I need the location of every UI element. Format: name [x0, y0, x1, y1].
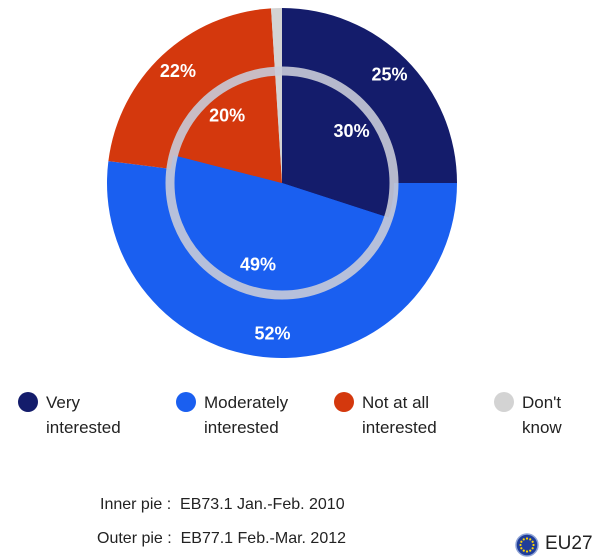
- flag-star: [520, 540, 523, 543]
- ring: [165, 66, 399, 300]
- data-label: 22%: [160, 61, 196, 81]
- flag-star: [532, 543, 535, 547]
- data-label: 25%: [371, 64, 407, 84]
- legend-label: Moderately interested: [204, 393, 289, 437]
- data-label: 49%: [240, 254, 276, 274]
- pie-slice: [282, 71, 395, 218]
- flag-icon: [515, 533, 539, 557]
- flag-star: [531, 540, 534, 543]
- data-label: 52%: [254, 323, 290, 343]
- region: EU27: [545, 533, 593, 554]
- flag-star: [520, 547, 523, 550]
- flag-star: [525, 550, 529, 553]
- legend-label: Very interested: [46, 393, 121, 437]
- pie-slice: [274, 71, 282, 183]
- note: Outer pie : EB77.1 Feb.-Mar. 2012: [97, 530, 347, 547]
- data-label: 30%: [334, 121, 370, 141]
- legend-swatch: [176, 392, 196, 412]
- legend-label: Don't know: [522, 393, 562, 437]
- legend-swatch: [18, 392, 38, 412]
- legend-swatch: [494, 392, 514, 412]
- flag-star: [522, 538, 525, 541]
- pie-slice: [173, 71, 282, 183]
- data-label: 20%: [209, 105, 245, 125]
- legend-swatch: [334, 392, 354, 412]
- legend-label: Not at all interested: [362, 393, 437, 437]
- note: Inner pie : EB73.1 Jan.-Feb. 2010: [100, 496, 345, 513]
- flag-star: [529, 538, 532, 541]
- pie-slice: [169, 155, 389, 296]
- flag-star: [522, 549, 525, 552]
- flag-star: [529, 549, 532, 552]
- flag-star: [519, 543, 522, 547]
- flag-star: [531, 547, 534, 550]
- flag-star: [525, 537, 529, 540]
